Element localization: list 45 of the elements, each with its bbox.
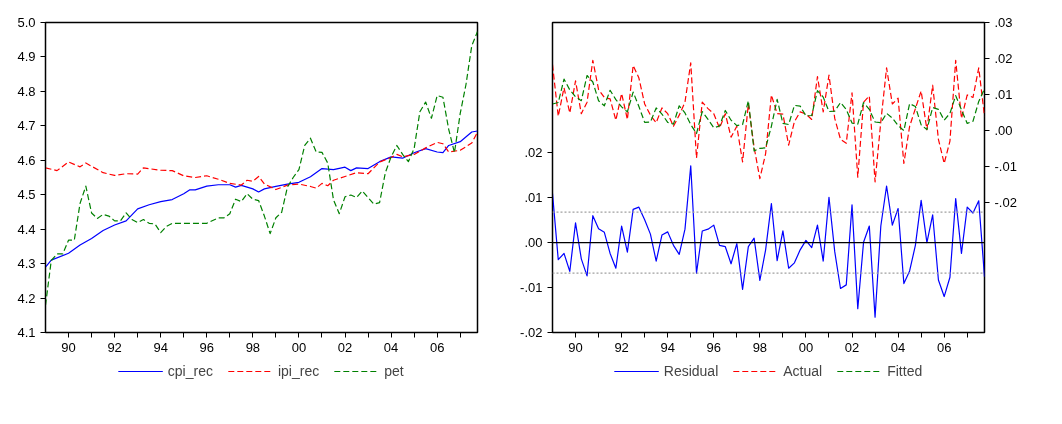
x-tick-label: 90	[568, 339, 583, 355]
x-tick-label: 06	[936, 339, 952, 355]
y-tick-label: 4.5	[17, 187, 36, 203]
y2-tick-label: .01	[994, 87, 1013, 103]
x-tick-label: 02	[844, 339, 860, 355]
legend-label: ipi_rec	[277, 363, 320, 379]
x-tick-label: 98	[752, 339, 768, 355]
legend-label: Residual	[663, 363, 719, 379]
x-tick-label: 94	[660, 339, 675, 355]
y-tick-label: 4.7	[17, 118, 36, 134]
x-tick-label: 00	[291, 339, 307, 355]
y-tick-label: .02	[524, 145, 543, 161]
y-tick-label: 4.8	[17, 83, 36, 99]
y2-tick-label: -.02	[994, 195, 1017, 211]
y-tick-label: 4.3	[17, 256, 36, 272]
y2-tick-label: -.01	[994, 159, 1017, 175]
y2-tick-label: .03	[994, 15, 1013, 30]
y-tick-label: 4.6	[17, 152, 36, 168]
x-tick-label: 96	[199, 339, 215, 355]
x-tick-label: 94	[153, 339, 168, 355]
y-tick-label: 5.0	[17, 15, 36, 30]
x-tick-label: 06	[429, 339, 445, 355]
x-tick-label: 92	[107, 339, 122, 355]
legend-label: cpi_rec	[167, 363, 213, 379]
y-tick-label: -.01	[520, 280, 543, 296]
y-tick-label: -.02	[520, 325, 543, 340]
x-tick-label: 00	[798, 339, 814, 355]
x-tick-label: 92	[614, 339, 629, 355]
y-tick-label: 4.9	[17, 49, 36, 65]
y-tick-label: .00	[524, 235, 543, 251]
x-tick-label: 98	[245, 339, 261, 355]
x-tick-label: 04	[890, 339, 906, 355]
x-tick-label: 90	[61, 339, 76, 355]
y2-tick-label: .00	[994, 123, 1013, 139]
x-tick-label: 96	[706, 339, 722, 355]
legend-label: Actual	[783, 363, 823, 379]
legend-label: Fitted	[887, 363, 923, 379]
x-tick-label: 04	[383, 339, 399, 355]
y-tick-label: 4.1	[17, 325, 36, 340]
legend-label: pet	[384, 363, 405, 379]
y-tick-label: 4.2	[17, 290, 36, 306]
y-tick-label: 4.4	[17, 221, 36, 237]
y2-tick-label: .02	[994, 51, 1013, 67]
x-tick-label: 02	[337, 339, 353, 355]
y-tick-label: .01	[524, 190, 543, 206]
